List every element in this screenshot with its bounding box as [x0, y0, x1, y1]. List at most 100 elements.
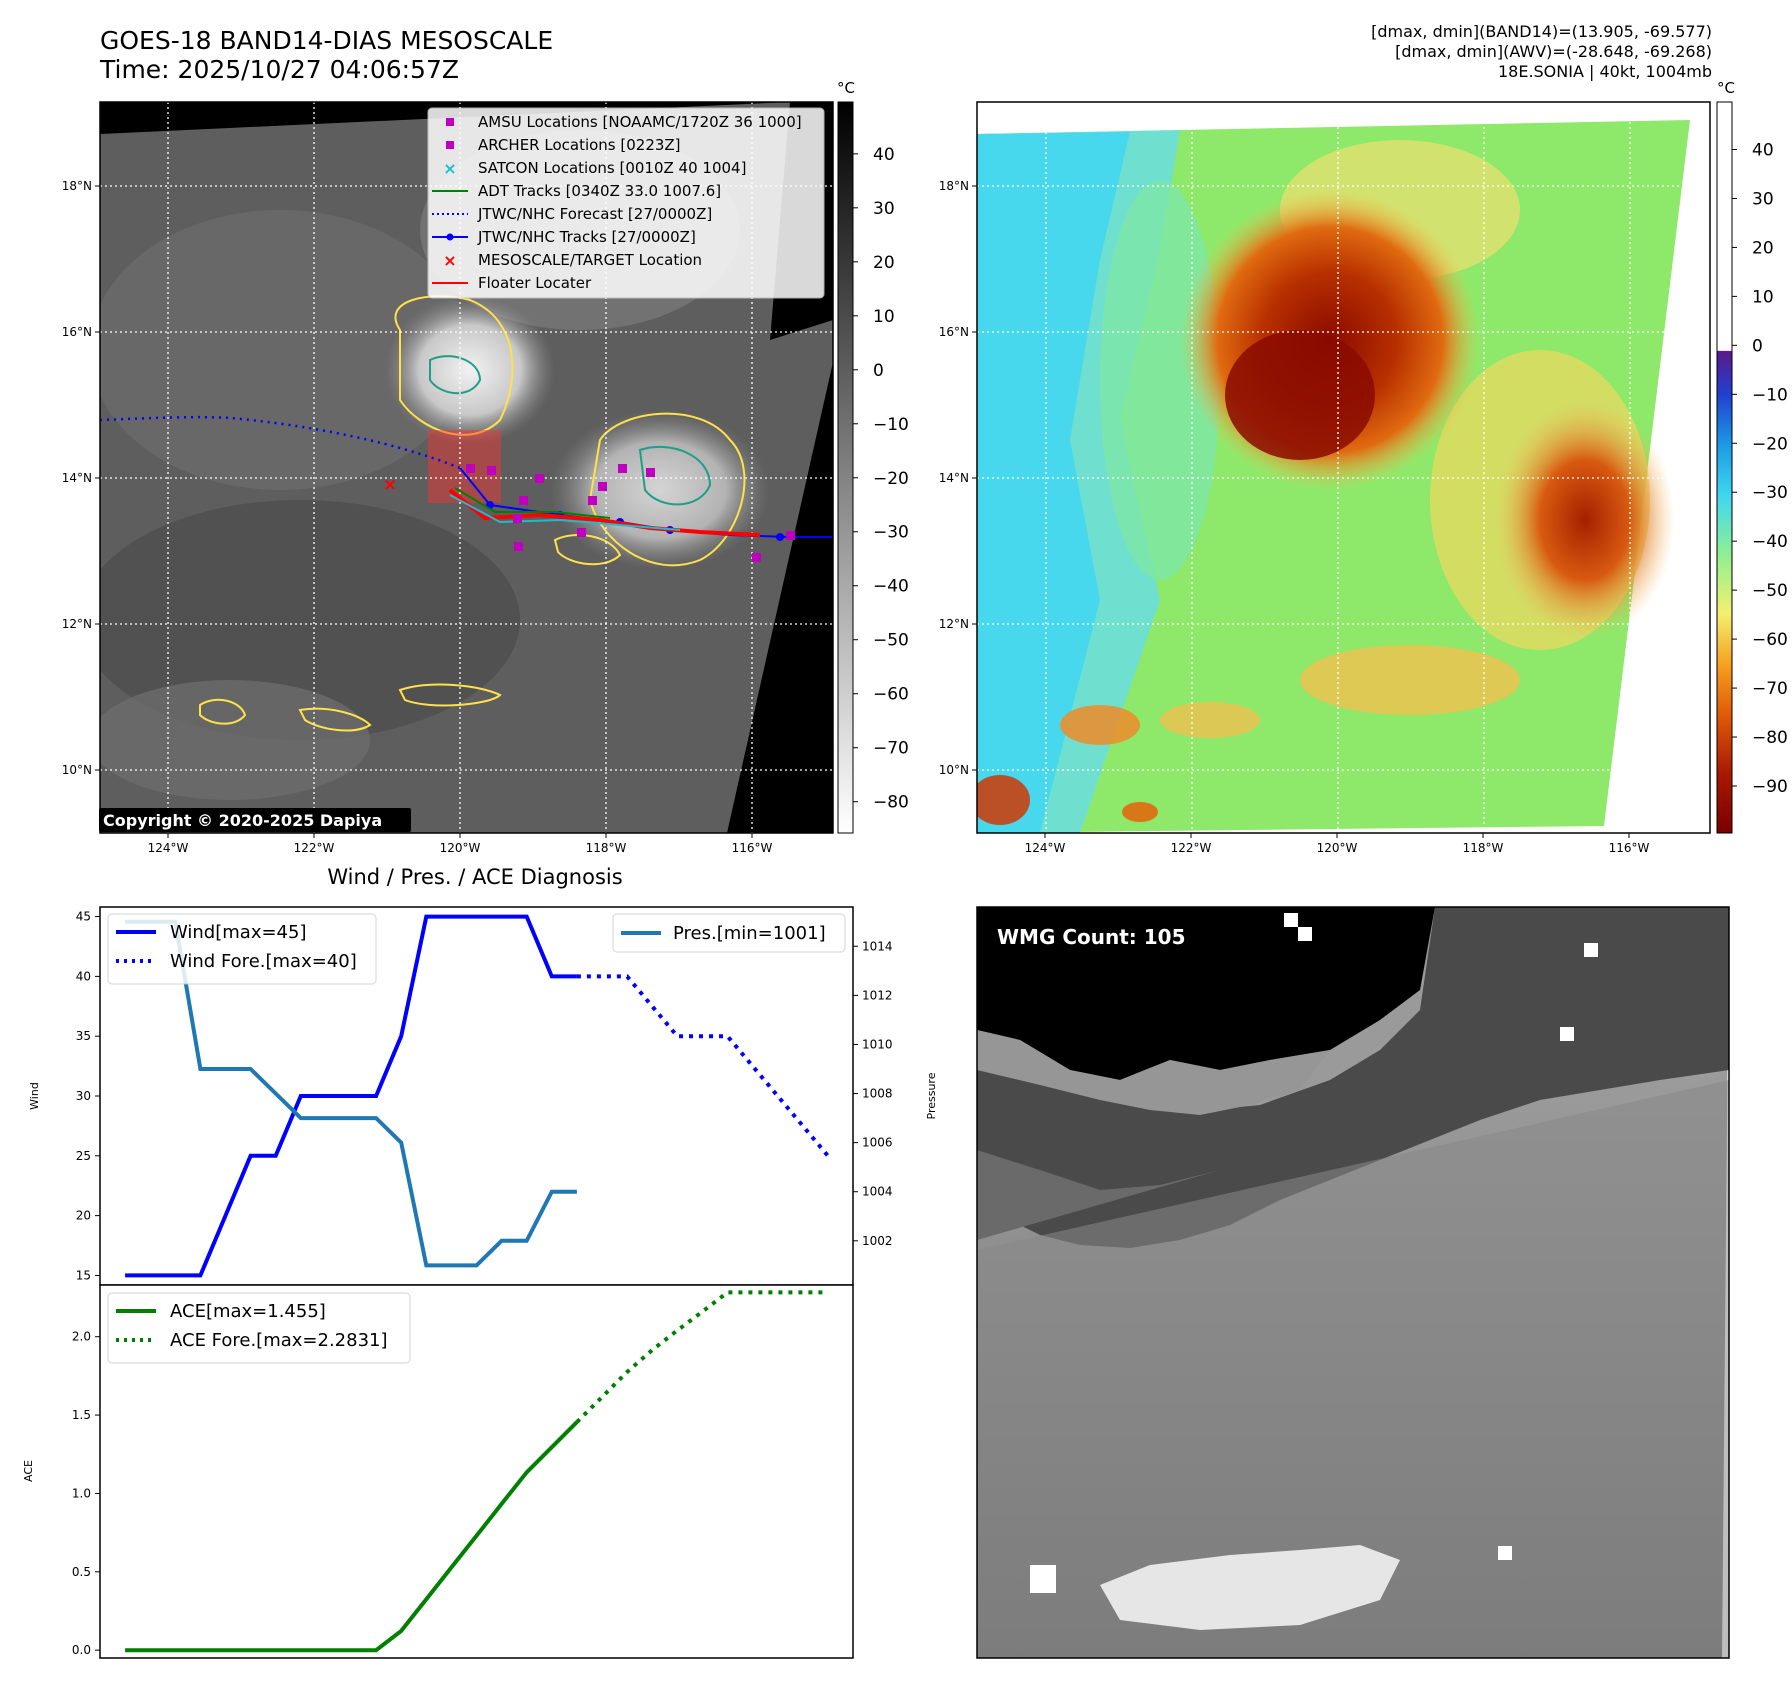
legend-label: AMSU Locations [NOAAMC/1720Z 36 1000] — [478, 113, 802, 131]
pressure-legend-label: Pres.[min=1001] — [673, 923, 826, 944]
lat-tick-label: 12°N — [62, 617, 92, 631]
y-tick-label: 0.5 — [72, 1565, 91, 1579]
lon-tick-label: 118°W — [586, 841, 627, 855]
figure-title-block: GOES-18 BAND14-DIAS MESOSCALE Time: 2025… — [100, 26, 553, 84]
pressure-axis-label: Pressure — [925, 1072, 938, 1119]
colorbar-tick-label: 30 — [1752, 189, 1774, 209]
lat-tick-label: 14°N — [939, 471, 969, 485]
colorbar-tick-label: 40 — [1752, 140, 1774, 160]
colorbar-tick-label: −10 — [1752, 385, 1788, 405]
colorbar-tick-label: 40 — [873, 145, 895, 165]
series-line-0-0 — [125, 914, 577, 1278]
copyright-text: Copyright © 2020-2025 Dapiya — [103, 811, 382, 830]
wv-panel: °C 403020100−10−20−30−40−50−60−70−80−90 … — [939, 79, 1788, 855]
pressure-legend-box — [612, 913, 846, 953]
lat-tick-label: 16°N — [62, 325, 92, 339]
colorbar-tick-label: −50 — [1752, 581, 1788, 601]
stats-block: [dmax, dmin](BAND14)=(13.905, -69.577) [… — [1371, 22, 1712, 82]
y-tick-label: 1.0 — [72, 1486, 91, 1500]
lon-tick-label: 122°W — [1171, 841, 1212, 855]
colorbar-tick-label: −20 — [873, 469, 909, 489]
lat-tick-label: 18°N — [62, 179, 92, 193]
diagnosis-title: Wind / Pres. / ACE Diagnosis — [327, 865, 622, 889]
y-tick-label: 45 — [76, 910, 91, 924]
colorbar-tick-label: 0 — [1752, 336, 1763, 356]
lon-tick-label: 120°W — [440, 841, 481, 855]
ir-lat-ticks: 18°N 16°N 14°N 12°N 10°N — [62, 179, 100, 777]
colorbar-tick-label: −30 — [873, 523, 909, 543]
ace-legend: ACE[max=1.455] ACE Fore.[max=2.2831] — [107, 1292, 411, 1364]
lat-tick-label: 16°N — [939, 325, 969, 339]
y-tick-label: 0.0 — [72, 1643, 91, 1657]
adt-track — [454, 487, 611, 519]
y-tick-label: 20 — [76, 1209, 91, 1223]
legend-label: MESOSCALE/TARGET Location — [478, 251, 702, 269]
ir-colorbar — [837, 101, 854, 834]
y-tick-label: 30 — [76, 1089, 91, 1103]
wv-lon-ticks: 124°W 122°W 120°W 118°W 116°W — [1025, 833, 1650, 855]
wmg-frame — [976, 906, 1730, 1659]
lat-tick-label: 10°N — [62, 763, 92, 777]
ace-chart: ACE 2.0 1.5 1.0 0.5 0.0 ACE[max=1.455] ACE F… — [22, 1284, 854, 1659]
ir-panel: × AMSU Locations [NOAAMC/1720Z 36 1000]A… — [62, 79, 909, 855]
y-right-tick-label: 1008 — [862, 1087, 893, 1101]
ir-legend: AMSU Locations [NOAAMC/1720Z 36 1000] ARC… — [427, 107, 825, 299]
ace-left-ticks: 2.0 1.5 1.0 0.5 0.0 — [72, 1330, 100, 1657]
colorbar-tick-label: 30 — [873, 199, 895, 219]
figure-title: GOES-18 BAND14-DIAS MESOSCALE — [100, 26, 554, 55]
colorbar-tick-label: −30 — [1752, 483, 1788, 503]
wind-forecast-legend-label: Wind Fore.[max=40] — [170, 951, 357, 972]
figure-time: Time: 2025/10/27 04:06:57Z — [100, 55, 459, 84]
wind-left-ticks: 45 40 35 30 25 20 15 — [76, 910, 100, 1282]
colorbar-tick-label: 10 — [873, 307, 895, 327]
colorbar-tick-label: −40 — [873, 577, 909, 597]
legend-label: Floater Locater — [478, 274, 592, 292]
colorbar-tick-label: −60 — [1752, 630, 1788, 650]
legend-label: JTWC/NHC Forecast [27/0000Z] — [477, 205, 712, 223]
series-line-1-0 — [125, 1420, 579, 1653]
ir-legend-rows: AMSU Locations [NOAAMC/1720Z 36 1000] ARC… — [432, 113, 802, 292]
y-tick-label: 25 — [76, 1149, 91, 1163]
colorbar-tick-label: −80 — [873, 793, 909, 813]
stats-band14: [dmax, dmin](BAND14)=(13.905, -69.577) — [1371, 22, 1712, 41]
y-tick-label: 2.0 — [72, 1330, 91, 1344]
legend-dot-marker — [446, 233, 454, 241]
legend-label: SATCON Locations [0010Z 40 1004] — [478, 159, 746, 177]
amsu-archer-markers — [466, 464, 795, 562]
wind-legend: Wind[max=45] Wind Fore.[max=40] — [107, 913, 377, 985]
y-right-tick-label: 1004 — [862, 1185, 893, 1199]
adt-track-teal — [449, 494, 681, 531]
lat-tick-label: 12°N — [939, 617, 969, 631]
wmg-panel: WMG Count: 105 — [976, 906, 1730, 1659]
ace-forecast-legend-label: ACE Fore.[max=2.2831] — [170, 1330, 388, 1351]
y-right-tick-label: 1012 — [862, 988, 893, 1002]
lon-tick-label: 122°W — [294, 841, 335, 855]
pressure-legend: Pres.[min=1001] — [612, 913, 846, 953]
series-line-0-1 — [576, 974, 830, 1158]
mesoscale-target-marker: × — [383, 475, 397, 495]
wv-colorbar-unit: °C — [1717, 79, 1735, 97]
y-tick-label: 40 — [76, 969, 91, 983]
y-right-tick-label: 1010 — [862, 1037, 893, 1051]
legend-label: JTWC/NHC Tracks [27/0000Z] — [477, 228, 696, 246]
lat-tick-label: 10°N — [939, 763, 969, 777]
wv-lat-ticks: 18°N 16°N 14°N 12°N 10°N — [939, 179, 977, 777]
ir-lon-ticks: 124°W 122°W 120°W 118°W 116°W — [148, 833, 773, 855]
copyright-box — [99, 808, 411, 832]
wind-series — [125, 914, 830, 1278]
wv-colorbar-ticks: 40 30 20 10 0 −10 −20 −30 −40 −50 −60 −70 −80 −90 — [1732, 140, 1788, 797]
legend-square-marker — [446, 141, 454, 149]
storm-info: 18E.SONIA | 40kt, 1004mb — [1497, 62, 1712, 81]
legend-x-marker: × — [443, 159, 456, 178]
y-tick-label: 35 — [76, 1029, 91, 1043]
wv-imagery — [977, 120, 1690, 833]
lon-tick-label: 116°W — [732, 841, 773, 855]
ace-legend-box — [107, 1292, 411, 1364]
lat-tick-label: 14°N — [62, 471, 92, 485]
y-right-tick-label: 1006 — [862, 1136, 893, 1150]
lon-tick-label: 124°W — [1025, 841, 1066, 855]
y-tick-label: 15 — [76, 1268, 91, 1282]
colorbar-tick-label: 20 — [1752, 238, 1774, 258]
